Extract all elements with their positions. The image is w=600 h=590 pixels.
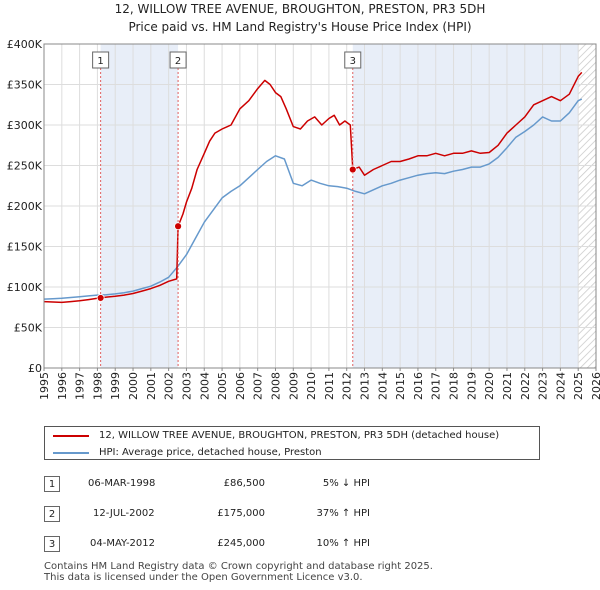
chart-title: 12, WILLOW TREE AVENUE, BROUGHTON, PREST… (115, 2, 486, 16)
x-tick-label: 2011 (323, 372, 336, 400)
x-tick-label: 2022 (519, 372, 532, 400)
legend-item-hpi: HPI: Average price, detached house, Pres… (45, 444, 322, 461)
x-tick-label: 2024 (554, 372, 567, 400)
sale-price: £175,000 (217, 508, 265, 519)
series-line-property (43, 71, 583, 304)
sale-marker-box (92, 51, 110, 69)
x-tick-label: 2015 (394, 372, 407, 400)
x-tick-label: 2025 (572, 372, 585, 400)
chart-subtitle: Price paid vs. HM Land Registry's House … (128, 20, 471, 34)
sale-point (174, 222, 182, 231)
sale-point (96, 294, 105, 302)
y-tick-label: £300K (7, 119, 43, 132)
x-tick-label: 2005 (216, 372, 229, 400)
sale-hpi-diff: 37% ↑ HPI (316, 508, 370, 519)
x-tick-label: 2010 (305, 372, 318, 400)
legend-label-hpi: HPI: Average price, detached house, Pres… (99, 447, 322, 458)
series-line-hpi (43, 98, 583, 300)
x-tick-label: 2003 (180, 372, 193, 400)
sale-hpi-diff: 5% ↓ HPI (322, 478, 370, 489)
x-tick-label: 1998 (91, 372, 104, 400)
x-tick-label: 2020 (483, 372, 496, 400)
y-tick-label: £50K (14, 322, 43, 335)
sale-hpi-diff: 10% ↑ HPI (316, 538, 370, 549)
sale-date: 04-MAY-2012 (90, 538, 156, 549)
legend-swatch-property (53, 434, 89, 437)
y-tick-label: £150K (7, 241, 43, 254)
sale-marker-label: 1 (97, 56, 103, 67)
y-tick-label: £250K (7, 160, 43, 173)
sale-number: 3 (44, 536, 60, 552)
table-row: 1 06-MAR-1998 £86,500 5% ↓ HPI (0, 476, 600, 496)
price-chart: 12, WILLOW TREE AVENUE, BROUGHTON, PREST… (7, 2, 600, 400)
y-tick-label: £400K (7, 38, 43, 51)
x-tick-label: 2004 (198, 372, 211, 400)
legend-item-property: 12, WILLOW TREE AVENUE, BROUGHTON, PREST… (45, 427, 499, 444)
x-tick-label: 2013 (359, 372, 372, 400)
sale-date: 12-JUL-2002 (93, 508, 155, 519)
legend: 12, WILLOW TREE AVENUE, BROUGHTON, PREST… (44, 426, 540, 460)
x-tick-label: 2021 (501, 372, 514, 400)
x-tick-label: 2009 (287, 372, 300, 400)
y-tick-label: £0 (28, 362, 42, 375)
x-tick-label: 2007 (252, 372, 265, 400)
x-tick-label: 2026 (590, 372, 600, 400)
x-tick-label: 2012 (341, 372, 354, 400)
x-tick-label: 2001 (145, 372, 158, 400)
legend-label-property: 12, WILLOW TREE AVENUE, BROUGHTON, PREST… (99, 430, 500, 441)
x-tick-label: 2016 (412, 372, 425, 400)
x-tick-label: 1997 (74, 372, 87, 400)
footer-licence: This data is licensed under the Open Gov… (44, 572, 363, 583)
x-tick-label: 2019 (465, 372, 478, 400)
x-tick-label: 2014 (376, 372, 389, 400)
footer: Contains HM Land Registry data © Crown c… (44, 561, 433, 583)
table-row: 2 12-JUL-2002 £175,000 37% ↑ HPI (0, 506, 600, 526)
x-tick-label: 2000 (127, 372, 140, 400)
x-tick-label: 2002 (163, 372, 176, 400)
y-tick-label: £100K (7, 281, 43, 294)
sale-point (348, 165, 357, 174)
sale-marker-box (169, 51, 187, 69)
table-row: 3 04-MAY-2012 £245,000 10% ↑ HPI (0, 536, 600, 556)
sale-number: 2 (44, 506, 60, 522)
x-tick-label: 1995 (38, 372, 51, 400)
sale-number: 1 (44, 476, 60, 492)
sale-marker-box (344, 51, 362, 69)
x-tick-label: 1996 (56, 372, 69, 400)
y-tick-label: £200K (7, 200, 43, 213)
sale-date: 06-MAR-1998 (88, 478, 156, 489)
x-tick-label: 2017 (430, 372, 443, 400)
sale-price: £245,000 (217, 538, 265, 549)
sale-marker-label: 2 (175, 56, 181, 67)
x-tick-label: 1999 (109, 372, 122, 400)
y-tick-label: £350K (7, 79, 43, 92)
x-tick-label: 2006 (234, 372, 247, 400)
legend-swatch-hpi (53, 451, 89, 454)
sale-price: £86,500 (223, 478, 265, 489)
x-tick-label: 2023 (537, 372, 550, 400)
x-tick-label: 2008 (269, 372, 282, 400)
x-tick-label: 2018 (448, 372, 461, 400)
sale-marker-label: 3 (350, 56, 356, 67)
footer-copyright: Contains HM Land Registry data © Crown c… (44, 561, 433, 572)
plot-frame (43, 43, 597, 369)
